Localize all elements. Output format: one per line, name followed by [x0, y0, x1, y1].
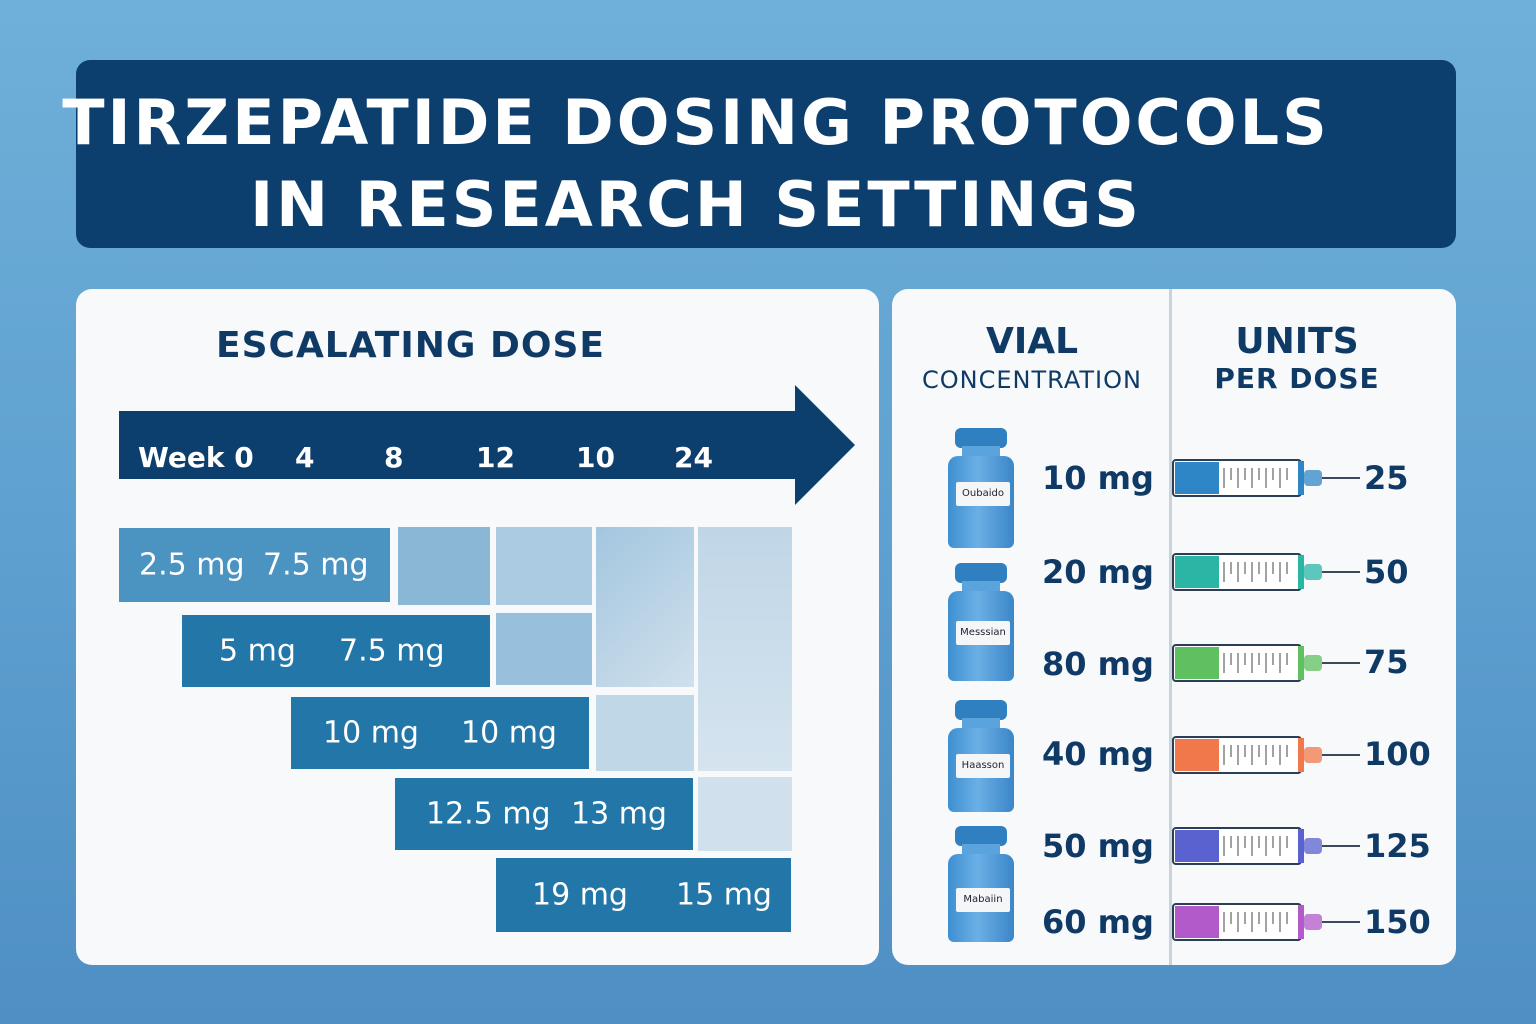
grid-cell: [698, 777, 792, 851]
week-label-8: 8: [384, 441, 404, 474]
vial-icon: Messsian: [946, 563, 1016, 683]
timeline-arrow: [119, 385, 855, 505]
escalating-dose-heading: ESCALATING DOSE: [216, 325, 605, 366]
units-value-5: 125: [1364, 827, 1431, 865]
vial-label-1: Oubaido: [956, 482, 1010, 506]
escalating-dose-panel: ESCALATING DOSE Week 0 4 8 12 10 24 2.5 …: [76, 289, 879, 965]
dose-row-1-start: 2.5 mg: [139, 547, 245, 583]
units-value-2: 50: [1364, 553, 1409, 591]
concentration-2: 20 mg: [1042, 553, 1154, 591]
dose-row-4: 12.5 mg 13 mg: [395, 778, 693, 850]
week-label-0: Week 0: [138, 441, 254, 474]
concentration-6: 60 mg: [1042, 903, 1154, 941]
vial-icon: Oubaido: [946, 428, 1016, 550]
week-label-24: 24: [674, 441, 713, 474]
title-banner: TIRZEPATIDE DOSING PROTOCOLS IN RESEARCH…: [62, 60, 1456, 248]
concentration-4: 40 mg: [1042, 735, 1154, 773]
dose-row-2-end: 7.5 mg: [339, 633, 445, 669]
syringe-icon: [1172, 736, 1360, 774]
units-column-header: UNITS PER DOSE: [1182, 321, 1412, 395]
title-line-2: IN RESEARCH SETTINGS: [250, 168, 1142, 241]
dose-row-5: 19 mg 15 mg: [496, 858, 791, 932]
syringe-icon: [1172, 903, 1360, 941]
units-value-4: 100: [1364, 735, 1431, 773]
dose-row-4-end: 13 mg: [571, 796, 667, 832]
syringe-icon: [1172, 827, 1360, 865]
concentration-1: 10 mg: [1042, 459, 1154, 497]
grid-cell: [596, 695, 694, 771]
week-label-4: 4: [295, 441, 315, 474]
grid-cell: [496, 527, 592, 605]
dose-row-5-end: 15 mg: [676, 877, 772, 913]
units-value-6: 150: [1364, 903, 1431, 941]
week-label-12: 12: [476, 441, 515, 474]
dose-row-2-start: 5 mg: [219, 633, 296, 669]
units-subheading: PER DOSE: [1214, 362, 1380, 395]
column-divider: [1169, 289, 1172, 965]
dose-row-4-start: 12.5 mg: [426, 796, 551, 832]
syringe-icon: [1172, 459, 1360, 497]
vial-units-panel: VIAL CONCENTRATION UNITS PER DOSE Oubaid…: [892, 289, 1456, 965]
vial-label-3: Haasson: [956, 754, 1010, 778]
units-value-1: 25: [1364, 459, 1409, 497]
vial-subheading: CONCENTRATION: [922, 366, 1142, 394]
vial-column-header: VIAL CONCENTRATION: [902, 321, 1162, 394]
grid-cell: [596, 527, 694, 687]
syringe-icon: [1172, 553, 1360, 591]
concentration-3: 80 mg: [1042, 645, 1154, 683]
grid-cell: [698, 527, 792, 771]
vial-icon: Mabaiin: [946, 826, 1016, 944]
units-heading: UNITS: [1235, 321, 1359, 362]
week-label-10: 10: [576, 441, 615, 474]
vial-icon: Haasson: [946, 700, 1016, 814]
dose-row-1-end: 7.5 mg: [263, 547, 369, 583]
dose-row-3-start: 10 mg: [323, 715, 419, 751]
grid-cell: [398, 527, 490, 605]
vial-heading: VIAL: [985, 321, 1079, 362]
dose-row-1: 2.5 mg 7.5 mg: [119, 528, 390, 602]
title-line-1: TIRZEPATIDE DOSING PROTOCOLS: [62, 86, 1330, 159]
dose-row-2: 5 mg 7.5 mg: [182, 615, 490, 687]
dose-row-3: 10 mg 10 mg: [291, 697, 589, 769]
vial-label-4: Mabaiin: [956, 888, 1010, 912]
concentration-5: 50 mg: [1042, 827, 1154, 865]
syringe-icon: [1172, 644, 1360, 682]
dose-row-5-start: 19 mg: [532, 877, 628, 913]
grid-cell: [496, 613, 592, 685]
units-value-3: 75: [1364, 643, 1409, 681]
vial-label-2: Messsian: [956, 621, 1010, 645]
dose-row-3-end: 10 mg: [461, 715, 557, 751]
